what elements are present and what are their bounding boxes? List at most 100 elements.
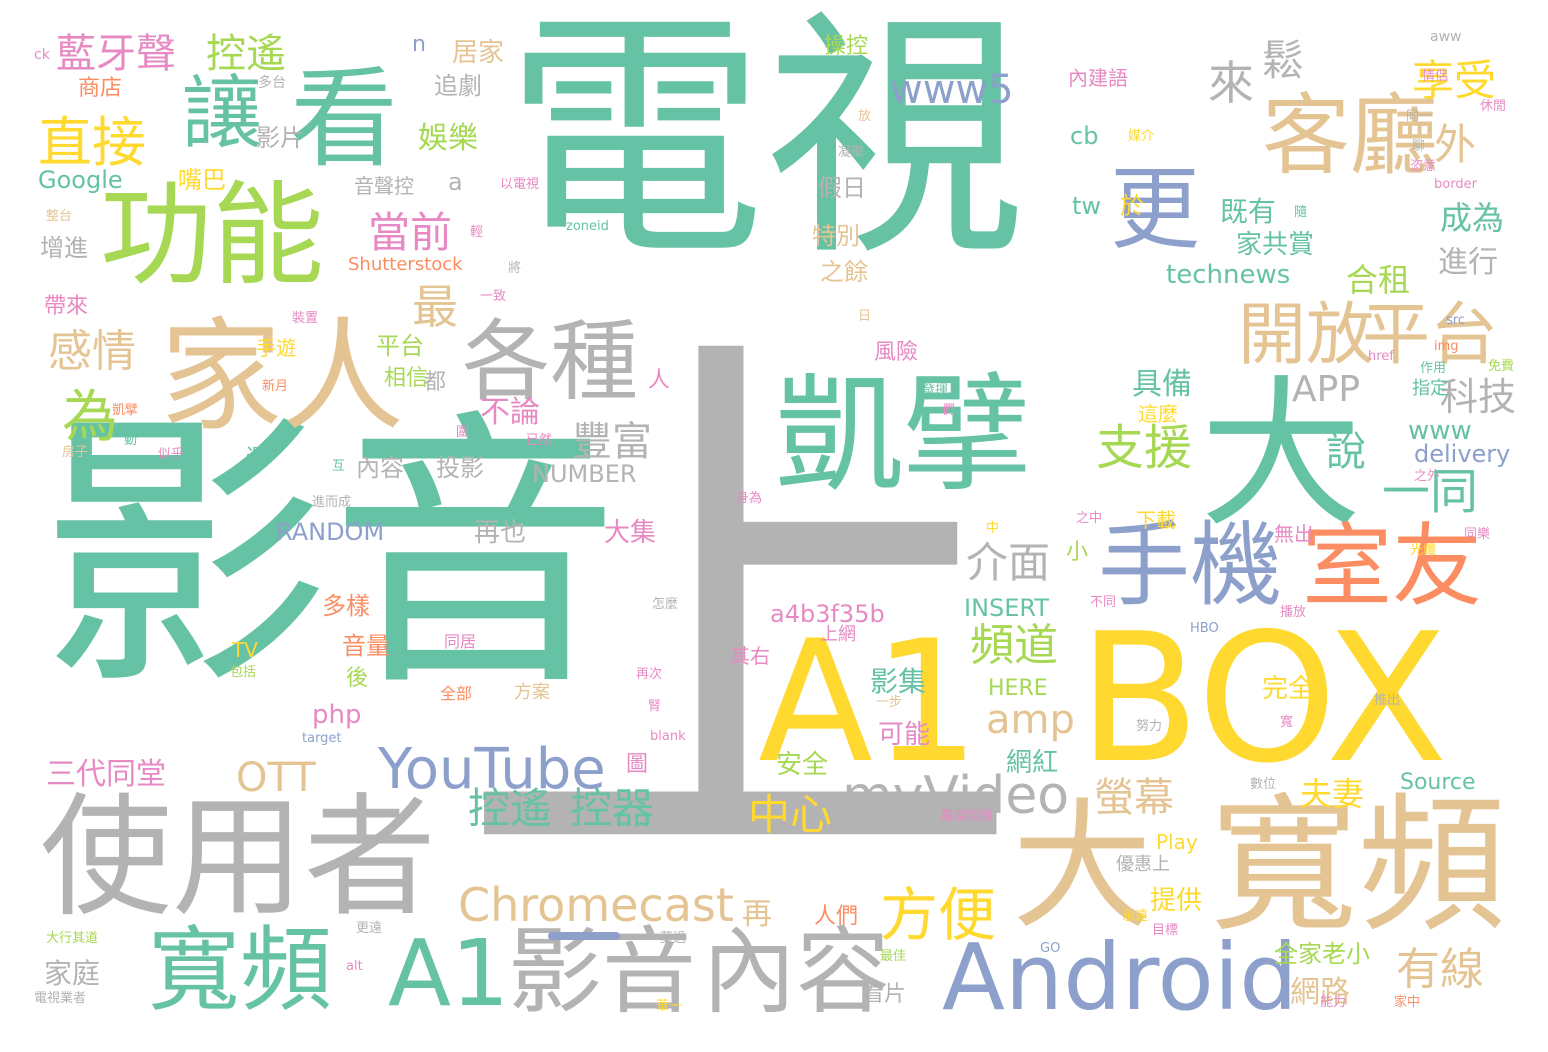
word-source: Source: [1400, 770, 1476, 795]
word-ck: ck: [34, 47, 50, 63]
word-fahui: 發揮: [922, 383, 949, 398]
word-tongle: 同樂: [1464, 527, 1491, 542]
word-shutterstock: Shutterstock: [348, 254, 463, 275]
word-zengjin: 增進: [40, 234, 88, 262]
word-wuchu: 無出: [1274, 522, 1314, 546]
word-tu: 圖: [626, 752, 649, 777]
word-shenwei: 身為: [736, 491, 763, 506]
word-daji: 大集: [604, 518, 657, 548]
word-a1-large: A1: [758, 604, 980, 800]
word-lai: 來: [1208, 56, 1254, 110]
word-zhijie: 直接: [38, 111, 146, 174]
word-insert: INSERT: [964, 594, 1050, 622]
word-tw: tw: [1072, 192, 1102, 220]
word-fang: 放: [858, 109, 872, 124]
word-gongneng: 功能: [100, 171, 324, 301]
word-kanpian: 看片: [862, 982, 907, 1007]
word-border: border: [1434, 177, 1477, 192]
word-yiran: 已然: [526, 433, 553, 448]
word-yidianshi: 以電視: [500, 177, 540, 192]
word-a: a: [448, 168, 463, 196]
word-meijie: 媒介: [1128, 129, 1155, 144]
word-neijianyu: 內建語: [1068, 66, 1128, 90]
word-wei2: 圍: [456, 425, 470, 440]
word-zenme: 怎麼: [652, 597, 679, 612]
word-shen: 腎: [648, 699, 662, 714]
word-geng: 更: [1110, 157, 1200, 262]
word-delivery: delivery: [1414, 440, 1511, 468]
word-yibu: 一步: [876, 695, 903, 710]
word-bofang: 播放: [1280, 605, 1307, 620]
word-zai: 再: [742, 897, 772, 932]
word-yingpian: 影片: [256, 124, 304, 152]
word-qinglv: 情侶: [1422, 69, 1449, 84]
word-zuiba: 嘴巴: [178, 166, 226, 194]
word-kaibo: 凱擘: [775, 361, 1032, 510]
word-app: APP: [1292, 369, 1361, 410]
word-aww: aww: [1430, 29, 1462, 45]
word-tongyi: 同一: [1406, 109, 1433, 124]
word-dailai: 帶來: [44, 294, 89, 319]
word-shangdian: 商店: [78, 76, 123, 101]
word-tebie: 特別: [812, 222, 860, 250]
word-yingyin-gray: 影音: [508, 918, 697, 1027]
word-duotai: 多台: [258, 75, 286, 91]
word-shuwei: 數位: [1250, 777, 1277, 792]
word-tigong: 提供: [1150, 886, 1203, 916]
word-jiang: 將: [508, 261, 522, 276]
word-liao: 聊: [1412, 139, 1426, 154]
word-zhizhong: 之中: [1076, 511, 1103, 526]
word-fengfu: 豐富: [572, 419, 652, 465]
word-wai: 外: [1434, 120, 1477, 169]
word-wanghong: 網紅: [1006, 748, 1059, 778]
word-guangxian: 光纖: [1410, 543, 1437, 558]
word-zoneid: zoneid: [566, 219, 609, 234]
word-youxian: 有線: [1396, 944, 1484, 995]
word-jiazhong: 家中: [1394, 995, 1421, 1010]
word-play: Play: [1156, 830, 1198, 854]
word-zuoyong: 作用: [1420, 361, 1447, 376]
word-hu: 互: [332, 459, 346, 474]
word-touying: 投影: [436, 454, 484, 482]
word-zuijia: 最佳: [880, 949, 907, 964]
word-technews: technews: [1166, 260, 1291, 290]
word-neirong-small: 內容: [356, 454, 404, 482]
word-myvideo: myVideo: [842, 766, 1070, 826]
word-dangqian: 當前: [368, 208, 453, 257]
word-n: n: [412, 32, 426, 57]
word-jujia: 居家: [452, 38, 505, 68]
word-qing: 輕: [470, 225, 484, 240]
word-yu: 於: [1120, 192, 1144, 220]
word-zui: 最: [412, 280, 458, 334]
word-alt: alt: [346, 959, 363, 974]
word-shangwang: 上網: [820, 624, 856, 645]
word-jubei: 具備: [1132, 367, 1192, 402]
underline-bar: [548, 932, 620, 940]
word-shiyongzhe: 使用者: [40, 781, 436, 935]
word-dianshiyezhe: 電視業者: [34, 991, 87, 1006]
word-fangan: 方案: [514, 682, 550, 703]
word-zhuangzhi: 裝置: [292, 311, 319, 326]
word-kongyao-lime: 控遙: [206, 31, 286, 77]
word-android: Android: [942, 924, 1298, 1031]
word-xiazai: 下載: [1136, 508, 1176, 532]
word-youhuishang: 優惠上: [1116, 854, 1170, 875]
word-neirong-gray: 內容: [702, 918, 891, 1027]
word-a1-teal: A1: [388, 920, 510, 1027]
word-moguo: 莫過: [660, 931, 687, 946]
word-shouji: 手機: [1098, 512, 1283, 619]
word-huayi: 華一: [656, 999, 683, 1014]
word-xiao: 小: [1066, 540, 1089, 565]
word-zhong: 中: [986, 521, 1000, 536]
word-yizhi: 一致: [480, 289, 507, 304]
word-da-teal: 大: [1200, 362, 1362, 550]
word-chromecast: Chromecast: [458, 878, 734, 932]
word-xinyue: 新月: [262, 379, 289, 394]
word-fangbian: 方便: [880, 881, 997, 949]
word-song: 鬆: [1262, 36, 1305, 85]
word-www5: www5: [890, 67, 1014, 113]
word-mubiao: 目標: [1152, 923, 1179, 938]
word-href: href: [1368, 349, 1394, 364]
word-here: HERE: [988, 676, 1048, 701]
